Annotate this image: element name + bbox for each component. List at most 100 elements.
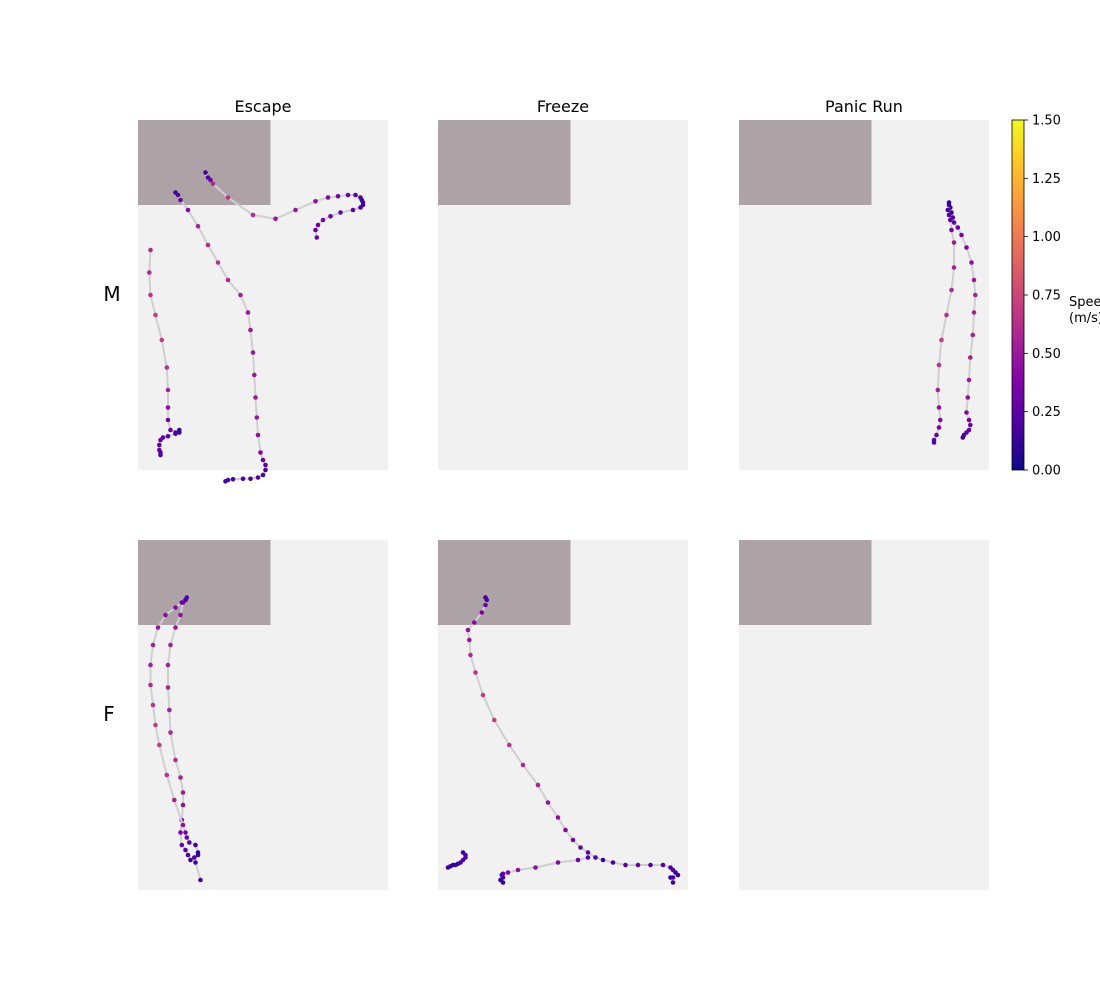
colorbar-tick-label: 1.00 (1032, 230, 1061, 245)
speed-point (948, 217, 953, 223)
speed-point (260, 457, 266, 463)
row-label-m: M (103, 282, 120, 306)
speed-point (173, 431, 178, 437)
speed-point (208, 177, 213, 183)
speed-point (931, 440, 937, 445)
speed-point (335, 194, 341, 199)
colorbar-tick-label: 0.75 (1032, 289, 1061, 304)
shelter-f-panic-run (739, 540, 872, 625)
speed-point (660, 862, 666, 868)
colorbar-tick-label: 0.25 (1032, 405, 1061, 420)
speed-point (165, 662, 171, 668)
speed-point (946, 212, 952, 218)
speed-point (250, 212, 256, 218)
speed-point (148, 247, 153, 253)
speed-point (505, 870, 511, 875)
speed-point (153, 722, 158, 728)
speed-point (951, 265, 957, 270)
speed-point (555, 860, 561, 865)
speed-point (253, 395, 258, 400)
speed-point (350, 207, 356, 213)
colorbar-tick-label: 1.50 (1032, 114, 1061, 129)
speed-point (968, 355, 973, 360)
speed-point (480, 692, 486, 698)
speed-point (178, 830, 183, 835)
speed-point (193, 842, 198, 848)
speed-point (563, 827, 568, 833)
speed-point (555, 815, 561, 820)
speed-point (223, 479, 228, 484)
colorbar: 0.00 0.25 0.50 0.75 1.00 1.25 1.50 Speed (m/s) (1011, 114, 1100, 479)
speed-point (195, 224, 201, 229)
speed-point (183, 847, 188, 853)
speed-point (578, 845, 583, 850)
speed-point (955, 225, 961, 230)
panel-f-escape (138, 540, 388, 890)
speed-point (252, 372, 257, 378)
speed-point (575, 857, 581, 863)
speed-point (260, 472, 266, 478)
shelter-m-escape (138, 120, 271, 205)
speed-point (445, 865, 451, 870)
speed-point (966, 417, 972, 423)
colorbar-gradient (1011, 119, 1025, 471)
speed-point (520, 762, 526, 768)
speed-point (178, 197, 183, 203)
speed-point (168, 427, 173, 433)
speed-point (960, 435, 966, 440)
speed-point (178, 612, 183, 618)
speed-point (198, 877, 203, 883)
speed-point (248, 327, 253, 333)
column-title-escape: Escape (234, 97, 291, 116)
speed-point (263, 467, 268, 473)
speed-point (175, 192, 181, 198)
speed-point (210, 181, 216, 187)
speed-point (168, 642, 173, 648)
speed-point (345, 192, 351, 198)
speed-point (935, 387, 941, 393)
speed-point (167, 707, 172, 713)
speed-point (515, 867, 521, 873)
speed-point (946, 202, 952, 208)
speed-point (153, 312, 158, 318)
speed-point (203, 170, 208, 175)
colorbar-tick-label: 0.50 (1032, 347, 1061, 362)
speed-point (148, 682, 153, 688)
speed-point (173, 625, 178, 630)
speed-point (147, 270, 152, 275)
speed-point (570, 837, 576, 843)
speed-point (959, 232, 964, 238)
shelter-m-panic-run (739, 120, 872, 205)
speed-point (315, 222, 321, 228)
speed-point (353, 192, 358, 198)
speed-point (155, 625, 161, 630)
speed-point (971, 310, 977, 315)
speed-point (320, 217, 326, 223)
speed-point (670, 880, 676, 885)
speed-point (157, 442, 162, 448)
colorbar-label-line1: Speed (1069, 295, 1100, 310)
speed-point (215, 260, 221, 265)
row-label-f: F (103, 702, 115, 726)
speed-point (205, 242, 211, 248)
speed-point (970, 332, 976, 338)
speed-point (668, 875, 673, 880)
speed-point (945, 207, 951, 213)
speed-point (248, 476, 253, 482)
speed-point (971, 277, 977, 283)
panel-f-freeze (438, 540, 688, 890)
speed-point (545, 800, 551, 805)
speed-point (163, 612, 168, 618)
speed-point (936, 425, 942, 430)
speed-point (313, 227, 318, 233)
column-title-panic-run: Panic Run (825, 97, 903, 116)
speed-point (492, 717, 497, 723)
speed-point (193, 860, 198, 865)
speed-point (172, 797, 177, 803)
speed-point (173, 605, 178, 610)
speed-point (535, 782, 541, 788)
speed-point (255, 475, 261, 480)
speed-point (183, 597, 188, 603)
speed-point (325, 195, 331, 200)
speed-point (969, 260, 974, 265)
